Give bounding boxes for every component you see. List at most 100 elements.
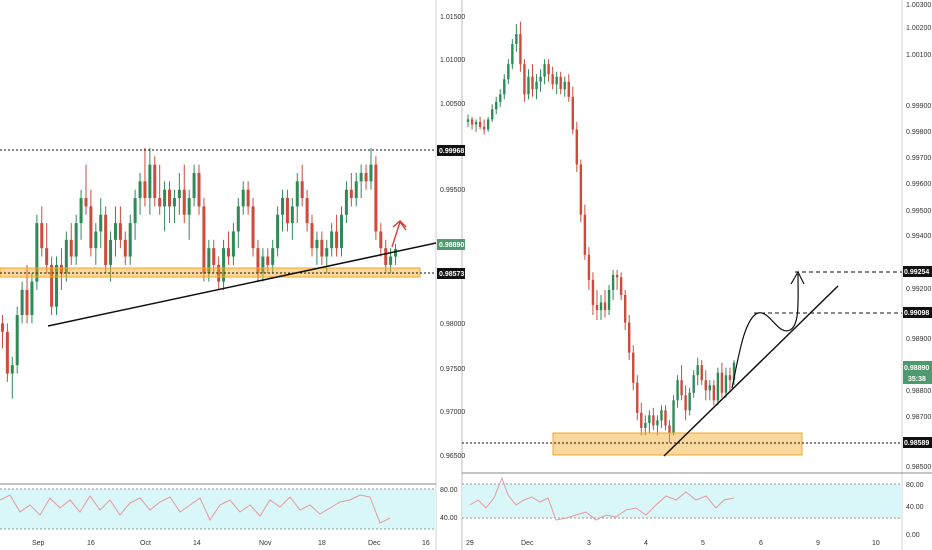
candle [563, 76, 566, 97]
candle [547, 59, 550, 82]
left-time-tick: Dec [368, 540, 381, 547]
candle [35, 214, 39, 290]
candle-body [207, 248, 211, 274]
right-support-zone [552, 432, 803, 456]
candle [74, 214, 78, 265]
candle-body [320, 239, 324, 257]
candle-body [271, 248, 275, 265]
candle [527, 69, 530, 100]
candle-body [55, 264, 59, 307]
candle-body [668, 425, 671, 433]
left-price-tick: 1.00500 [440, 101, 465, 108]
right-time-axis: 29 Dec 3 4 5 6 9 10 [466, 540, 880, 547]
candle-body [672, 400, 675, 433]
candle [511, 39, 514, 70]
candle [571, 86, 574, 135]
candle-body [177, 189, 181, 199]
candle-body [567, 81, 570, 97]
right-price-tick: 0.98800 [906, 388, 931, 395]
candle-body [551, 74, 554, 85]
candle [64, 231, 68, 282]
right-time-tick: 9 [816, 540, 820, 547]
candle-body [640, 412, 643, 428]
candle-body [684, 395, 687, 411]
candle [535, 74, 538, 100]
candle-body [143, 181, 147, 199]
candle [523, 59, 526, 102]
candle [543, 59, 546, 85]
candle-body [109, 239, 113, 265]
candle [177, 172, 181, 215]
candle-body [652, 415, 655, 426]
right-time-tick: 4 [644, 540, 648, 547]
candle-body [35, 223, 39, 282]
candle-body [335, 231, 339, 249]
right-price-tick: 0.99700 [906, 155, 931, 162]
candle [50, 256, 54, 316]
candle [256, 239, 260, 282]
right-price-tick: 0.99500 [906, 208, 931, 215]
candle [628, 315, 631, 361]
candle [379, 223, 383, 257]
candle [295, 172, 299, 224]
right-support-price-tag [903, 437, 932, 448]
candle [69, 223, 73, 265]
candle [724, 367, 728, 398]
candle-body [325, 248, 329, 257]
candle-body [628, 322, 631, 353]
candle-body [724, 375, 728, 393]
candle [285, 189, 289, 232]
candle-body [305, 198, 309, 224]
candle-body [168, 189, 172, 207]
candle [128, 214, 132, 265]
candle-body [615, 274, 619, 278]
left-time-tick: Nov [259, 540, 272, 547]
candle [551, 66, 554, 90]
candle [587, 247, 591, 290]
candle-body [712, 385, 716, 401]
right-rsi-tick: 40.00 [906, 504, 924, 511]
candle-body [359, 172, 363, 182]
candle-body [163, 189, 167, 207]
left-rsi-tick: 80.00 [440, 487, 458, 494]
candle [607, 284, 611, 316]
candle-body [728, 375, 732, 381]
candle-body [295, 181, 299, 207]
candle-body [5, 331, 9, 374]
candle [148, 147, 152, 215]
left-time-tick: 16 [422, 540, 430, 547]
candle [231, 223, 235, 265]
candle-body [192, 172, 196, 199]
candle [197, 164, 201, 215]
candle [261, 248, 265, 282]
candle-body [648, 415, 651, 423]
candle [153, 156, 157, 207]
right-price-tick: 0.98900 [906, 336, 931, 343]
candle-body [118, 223, 122, 240]
candle-body [369, 164, 373, 182]
candle-body [470, 119, 474, 125]
left-price-tick: 0.96500 [440, 453, 465, 460]
candle [599, 294, 603, 321]
candle [688, 387, 691, 416]
candle-body [595, 304, 599, 310]
candle-body [579, 164, 583, 215]
right-time-tick: 6 [759, 540, 763, 547]
candle-body [499, 94, 502, 102]
candle-body [680, 380, 683, 396]
candle-body [364, 172, 368, 182]
candle-body [128, 223, 132, 257]
candle-body [133, 198, 137, 224]
left-time-tick: 18 [318, 540, 326, 547]
candle-body [619, 277, 623, 295]
candle [310, 214, 314, 257]
candle [648, 410, 651, 433]
right-time-tick: 29 [466, 540, 474, 547]
candle [10, 356, 14, 399]
candle-body [519, 34, 522, 65]
candle-body [246, 189, 250, 207]
candle [716, 367, 720, 406]
candle [692, 370, 695, 398]
candle-body [89, 206, 93, 249]
candle-body [384, 248, 388, 265]
